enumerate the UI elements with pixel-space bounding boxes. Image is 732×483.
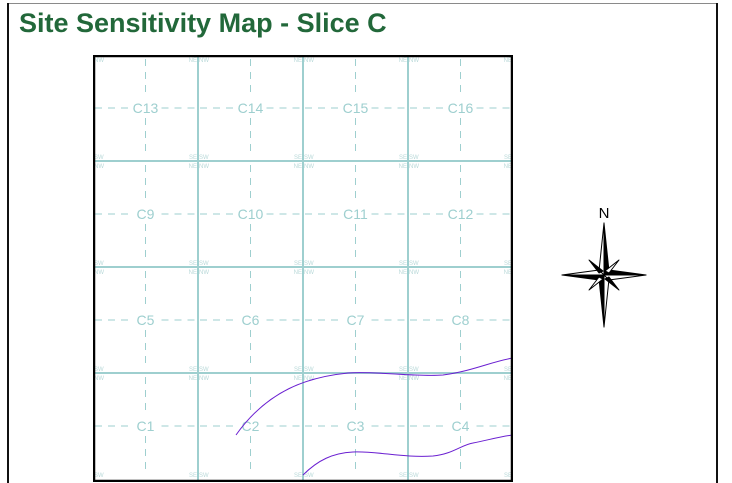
corner-label: SW bbox=[409, 261, 419, 267]
section-label: C7 bbox=[347, 312, 365, 328]
section-label: C14 bbox=[238, 100, 264, 116]
corner-label: NE bbox=[294, 270, 302, 276]
corner-label: SW bbox=[94, 155, 104, 161]
corner-label: SE bbox=[399, 261, 407, 267]
corner-label: NE bbox=[189, 164, 197, 170]
corner-label: SW bbox=[304, 261, 314, 267]
map-frame bbox=[93, 55, 513, 482]
boundary-line-lower bbox=[302, 434, 513, 476]
corner-label: SE bbox=[294, 473, 302, 479]
corner-label: NW bbox=[199, 164, 209, 170]
corner-label: NW bbox=[94, 164, 104, 170]
corner-label: SE bbox=[294, 367, 302, 373]
compass-north-label: N bbox=[599, 205, 610, 222]
corner-label: SW bbox=[409, 367, 419, 373]
corner-label: NW bbox=[199, 270, 209, 276]
corner-label: SE bbox=[189, 367, 197, 373]
page-title: Site Sensitivity Map - Slice C bbox=[19, 8, 387, 38]
corner-label: NE bbox=[189, 270, 197, 276]
corner-label: NE bbox=[189, 58, 197, 64]
boundary-lines bbox=[235, 357, 513, 476]
corner-label: NE bbox=[294, 58, 302, 64]
corner-label: SW bbox=[94, 473, 104, 479]
section-label: C13 bbox=[133, 100, 159, 116]
corner-label: SE bbox=[189, 473, 197, 479]
corner-label: NW bbox=[94, 376, 104, 382]
corner-label: SE bbox=[504, 367, 512, 373]
section-label: C10 bbox=[238, 206, 264, 222]
corner-label: SE bbox=[294, 261, 302, 267]
left-border bbox=[7, 3, 9, 483]
corner-label: NE bbox=[504, 270, 512, 276]
corner-label: SW bbox=[409, 155, 419, 161]
corner-label: SE bbox=[504, 473, 512, 479]
corner-label: NW bbox=[304, 270, 314, 276]
corner-label: NE bbox=[294, 376, 302, 382]
corner-label: SW bbox=[199, 155, 209, 161]
corner-label: NE bbox=[399, 376, 407, 382]
section-label: C8 bbox=[452, 312, 470, 328]
section-labels: C13 C14 C15 C16 C9 C10 C11 C12 C5 C6 C7 C8 C1 C2 C3 C4 bbox=[133, 100, 474, 434]
corner-label: NW bbox=[304, 164, 314, 170]
section-label: C1 bbox=[137, 418, 155, 434]
corner-label: NE bbox=[504, 376, 512, 382]
section-label: C9 bbox=[137, 206, 155, 222]
corner-label: SW bbox=[409, 473, 419, 479]
corner-label: SW bbox=[94, 367, 104, 373]
section-label: C12 bbox=[448, 206, 474, 222]
corner-label: NE bbox=[504, 58, 512, 64]
section-label: C11 bbox=[343, 206, 368, 222]
corner-label: NW bbox=[409, 164, 419, 170]
section-label: C5 bbox=[137, 312, 155, 328]
corner-label: NW bbox=[94, 270, 104, 276]
top-rule bbox=[7, 3, 718, 4]
corner-label: SE bbox=[504, 261, 512, 267]
right-border bbox=[716, 3, 718, 483]
compass-star bbox=[561, 222, 647, 328]
corner-label: SW bbox=[304, 367, 314, 373]
corner-label: SE bbox=[294, 155, 302, 161]
section-label: C4 bbox=[452, 418, 470, 434]
corner-label: NW bbox=[409, 58, 419, 64]
corner-label: SW bbox=[199, 367, 209, 373]
corner-label: NE bbox=[399, 58, 407, 64]
corner-label: NW bbox=[199, 58, 209, 64]
section-label: C2 bbox=[242, 418, 260, 434]
corner-label: SE bbox=[189, 261, 197, 267]
corner-label: SE bbox=[504, 155, 512, 161]
corner-label: NE bbox=[399, 164, 407, 170]
section-label: C6 bbox=[242, 312, 260, 328]
corner-label: SW bbox=[304, 473, 314, 479]
corner-label: NW bbox=[409, 270, 419, 276]
corner-label: SW bbox=[199, 473, 209, 479]
section-grid bbox=[93, 55, 513, 482]
corner-label: SE bbox=[399, 367, 407, 373]
corner-label: NW bbox=[94, 58, 104, 64]
corner-label: NW bbox=[304, 58, 314, 64]
corner-label: NE bbox=[399, 270, 407, 276]
corner-label: NE bbox=[504, 164, 512, 170]
corner-label: SW bbox=[304, 155, 314, 161]
corner-label: SW bbox=[199, 261, 209, 267]
corner-label: NE bbox=[189, 376, 197, 382]
compass-rose-icon: N bbox=[561, 205, 647, 328]
section-label: C3 bbox=[347, 418, 365, 434]
corner-label: SE bbox=[399, 155, 407, 161]
corner-label: NW bbox=[304, 376, 314, 382]
corner-label: NE bbox=[294, 164, 302, 170]
corner-label: SE bbox=[399, 473, 407, 479]
corner-label: SE bbox=[189, 155, 197, 161]
corner-label: NW bbox=[199, 376, 209, 382]
corner-label: SW bbox=[94, 261, 104, 267]
section-label: C16 bbox=[448, 100, 474, 116]
corner-label: NW bbox=[409, 376, 419, 382]
boundary-line-upper bbox=[235, 357, 513, 436]
section-label: C15 bbox=[343, 100, 369, 116]
